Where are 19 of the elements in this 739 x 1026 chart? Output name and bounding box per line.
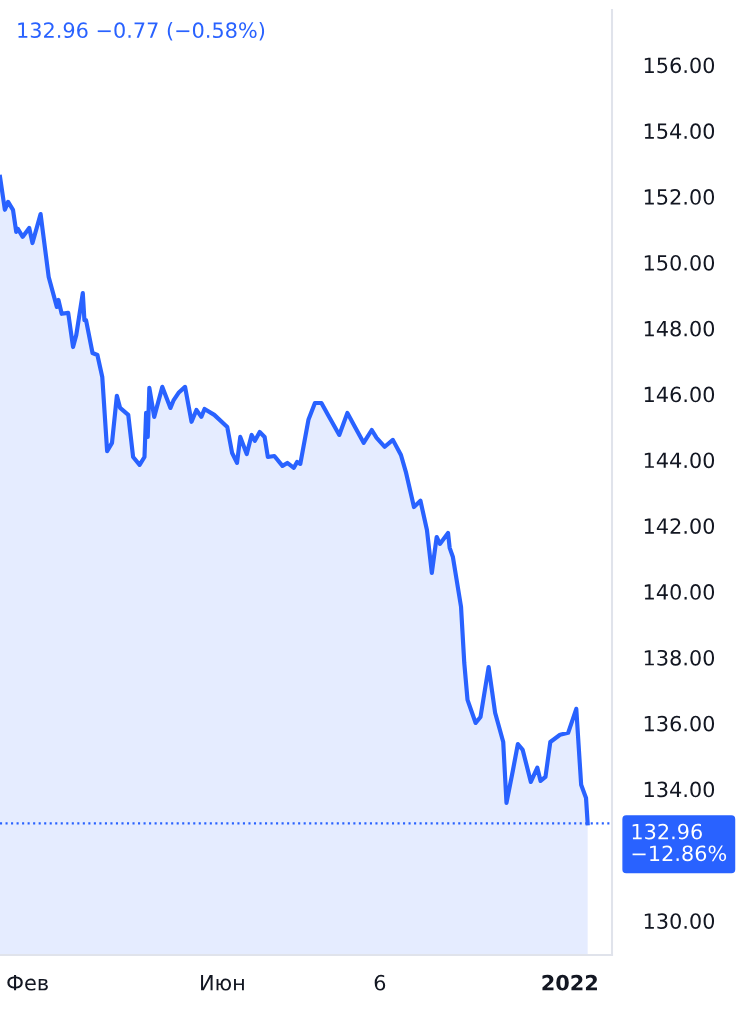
- ref-line-label: 132.96 −12.86%: [632, 823, 727, 862]
- x-tick-label: Фев: [7, 975, 48, 991]
- y-tick-label: 140.00: [644, 584, 715, 600]
- y-tick-label: 154.00: [644, 123, 715, 140]
- y-tick-label: 138.00: [644, 649, 715, 666]
- y-tick-label: 146.00: [644, 386, 715, 403]
- x-tick-label: 6: [374, 974, 386, 991]
- x-tick-label: Июн: [201, 975, 244, 991]
- y-tick-label: 156.00: [644, 57, 715, 74]
- y-tick-label: 152.00: [644, 189, 715, 205]
- y-tick-label: 130.00: [644, 913, 715, 929]
- x-tick-label: 2022: [542, 974, 597, 991]
- y-tick-label: 144.00: [644, 452, 715, 469]
- y-tick-label: 134.00: [644, 781, 715, 798]
- y-tick-label: 136.00: [644, 715, 715, 732]
- y-tick-label: 148.00: [644, 320, 715, 337]
- annotation: 132.96 −0.77 (−0.58%): [18, 21, 265, 41]
- y-tick-label: 150.00: [644, 254, 715, 271]
- y-tick-label: 142.00: [644, 518, 715, 534]
